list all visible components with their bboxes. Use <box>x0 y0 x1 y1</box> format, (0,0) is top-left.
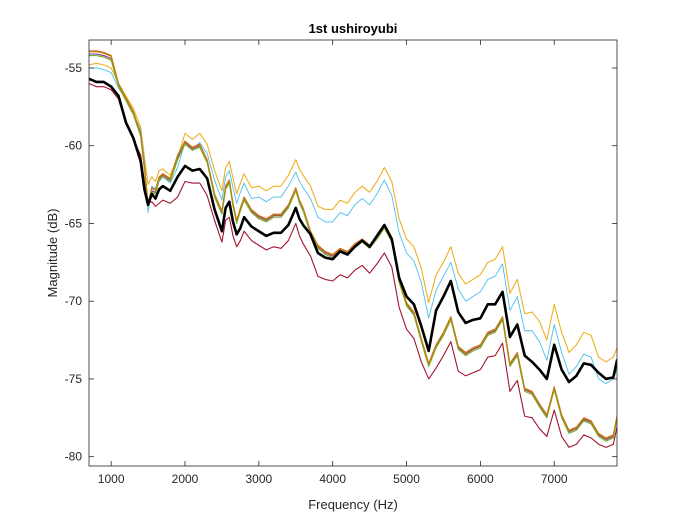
y-axis: -55 -60 -65 -70 -75 -80 <box>65 61 617 464</box>
series-line-7 <box>89 51 617 440</box>
x-tick-label: 3000 <box>245 472 272 486</box>
series-line-1 <box>89 62 617 363</box>
series-line-8 <box>89 77 617 384</box>
plot-area <box>89 40 617 466</box>
plot-frame <box>88 39 618 467</box>
series-line-3 <box>89 82 617 448</box>
x-tick-label: 6000 <box>467 472 494 486</box>
x-tick-label: 5000 <box>393 472 420 486</box>
x-tick-label: 4000 <box>319 472 346 486</box>
x-axis: 1000 2000 3000 4000 5000 6000 7000 <box>98 40 568 486</box>
chart-title: 1st ushiroyubi <box>309 21 398 36</box>
x-axis-label: Frequency (Hz) <box>308 497 398 512</box>
y-tick-label: -80 <box>65 450 83 464</box>
y-tick-label: -55 <box>65 61 83 75</box>
x-tick-label: 1000 <box>98 472 125 486</box>
y-tick-label: -60 <box>65 139 83 153</box>
y-tick-label: -65 <box>65 216 83 230</box>
x-tick-label: 2000 <box>172 472 199 486</box>
y-axis-label: Magnitude (dB) <box>45 209 60 298</box>
y-tick-label: -75 <box>65 372 83 386</box>
x-tick-label: 7000 <box>541 472 568 486</box>
y-tick-label: -70 <box>65 294 83 308</box>
series-layer <box>89 50 617 448</box>
